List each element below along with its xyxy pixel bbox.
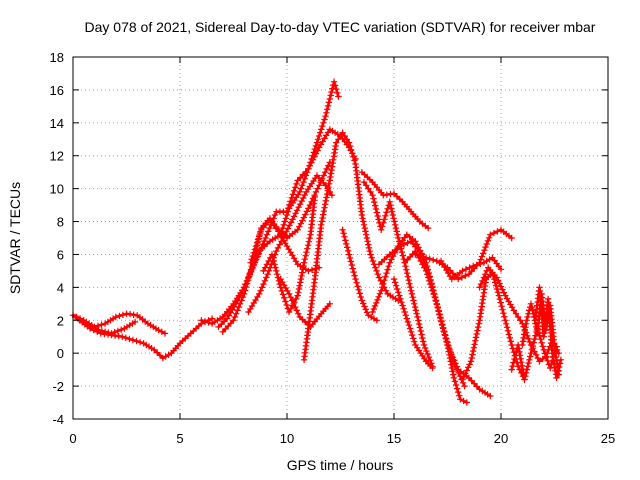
x-tick-label: 20 <box>494 431 508 446</box>
y-tick-label: 0 <box>57 346 64 361</box>
series-track-11 <box>300 129 402 363</box>
x-tick-label: 10 <box>280 431 294 446</box>
series-track-12 <box>339 226 381 324</box>
series-markers <box>358 169 432 232</box>
series-markers <box>437 254 505 283</box>
y-tick-label: 16 <box>50 83 64 98</box>
y-tick-label: -2 <box>52 379 64 394</box>
series-track-3 <box>71 313 139 337</box>
series-track-25 <box>508 325 560 383</box>
series-markers <box>390 275 436 372</box>
y-tick-label: -4 <box>52 412 64 427</box>
data-series <box>69 78 565 406</box>
series-markers <box>300 129 402 363</box>
series-markers <box>508 325 560 383</box>
x-tick-label: 0 <box>69 431 76 446</box>
series-track-13 <box>358 169 432 232</box>
chart-title: Day 078 of 2021, Sidereal Day-to-day VTE… <box>85 19 596 35</box>
series-track-18 <box>390 275 436 372</box>
series-track-10 <box>277 275 333 331</box>
series-track-6 <box>219 159 333 335</box>
series-line <box>217 80 340 329</box>
x-tick-label: 5 <box>176 431 183 446</box>
y-tick-label: 12 <box>50 149 64 164</box>
plot-frame <box>72 56 609 420</box>
series-track-20 <box>437 254 505 283</box>
series-line <box>461 271 526 381</box>
series-markers <box>71 313 139 337</box>
y-tick-label: 8 <box>57 215 64 230</box>
y-tick-label: 4 <box>57 280 64 295</box>
y-axis-label: SDTVAR / TECUs <box>7 182 23 294</box>
series-track-8 <box>245 172 336 316</box>
x-tick-label: 15 <box>387 431 401 446</box>
y-tick-label: 6 <box>57 247 64 262</box>
x-axis-label: GPS time / hours <box>287 457 394 473</box>
y-tick-label: 14 <box>50 116 64 131</box>
series-track-21 <box>459 269 528 383</box>
y-tick-label: 18 <box>50 50 64 65</box>
axis-ticks: 0 5 10 15 20 25 -4 -2 0 2 4 6 8 10 12 14 16 18 <box>50 50 616 446</box>
series-markers <box>219 159 333 335</box>
x-tick-label: 25 <box>601 431 615 446</box>
y-tick-label: 2 <box>57 313 64 328</box>
series-markers <box>459 269 528 383</box>
y-tick-label: 10 <box>50 182 64 197</box>
series-markers <box>339 226 381 324</box>
series-markers <box>277 275 333 331</box>
